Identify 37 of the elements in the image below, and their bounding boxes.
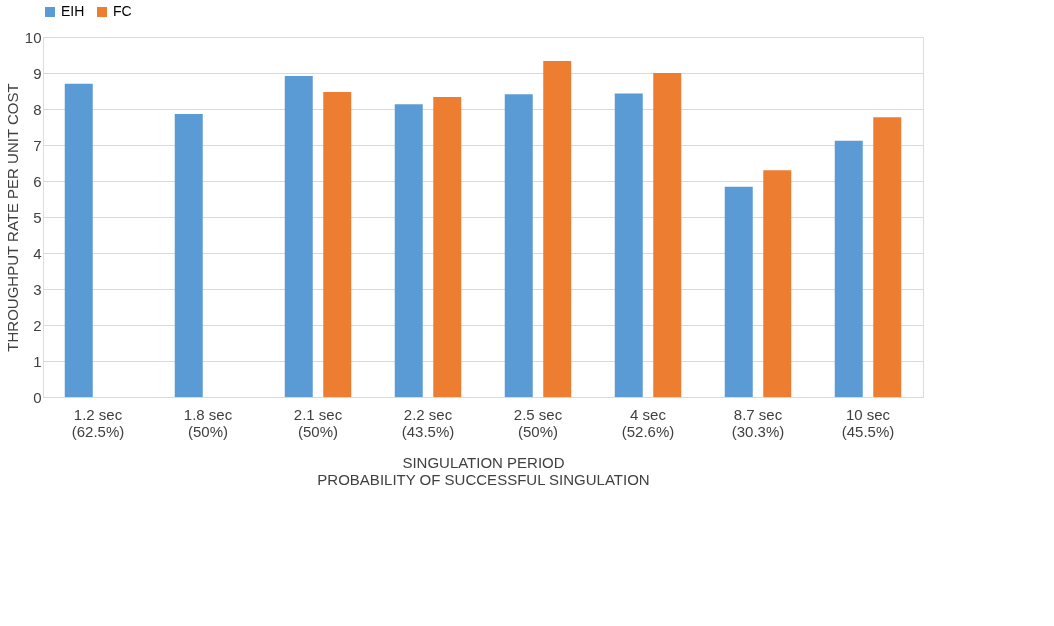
bar <box>614 93 643 397</box>
y-tick-label: 3 <box>33 280 42 298</box>
bar <box>64 83 93 397</box>
y-tick-label: 5 <box>33 208 42 226</box>
y-axis-title: THROUGHPUT RATE PER UNIT COST <box>3 83 21 352</box>
y-tick-label: 6 <box>33 172 42 190</box>
x-tick-label: 10 sec (45.5%) <box>841 405 895 440</box>
y-tick-label: 7 <box>33 136 42 154</box>
y-tick-label: 2 <box>33 316 42 334</box>
bar <box>433 97 462 397</box>
x-tick-label: 2.2 sec (43.5%) <box>401 405 455 440</box>
bar <box>653 73 682 397</box>
bar <box>284 75 313 397</box>
bar <box>504 94 533 397</box>
y-tick-label: 1 <box>33 352 42 370</box>
y-tick-label: 4 <box>33 244 42 262</box>
x-tick-label: 2.5 sec (50%) <box>513 405 563 440</box>
bar <box>543 61 572 397</box>
bar <box>323 92 352 397</box>
y-tick-label: 0 <box>33 388 42 406</box>
legend-label: EIH <box>61 3 85 19</box>
x-tick-label: 1.2 sec (62.5%) <box>71 405 125 440</box>
bar <box>763 170 792 397</box>
x-tick-label: 1.8 sec (50%) <box>183 405 233 440</box>
bar <box>873 117 902 397</box>
y-tick-label: 8 <box>33 100 42 118</box>
y-tick-label: 10 <box>24 28 42 46</box>
bar <box>394 104 423 397</box>
bar <box>174 114 203 397</box>
x-axis-title: SINGULATION PERIOD PROBABILITY OF SUCCESSFUL SINGULATION <box>317 453 650 488</box>
x-tick-label: 8.7 sec (30.3%) <box>731 405 785 440</box>
bar <box>834 140 863 397</box>
y-tick-label: 9 <box>33 64 42 82</box>
x-tick-label: 2.1 sec (50%) <box>293 405 343 440</box>
legend-label: FC <box>113 3 132 19</box>
bar <box>724 186 753 397</box>
x-tick-label: 4 sec (52.6%) <box>621 405 675 440</box>
